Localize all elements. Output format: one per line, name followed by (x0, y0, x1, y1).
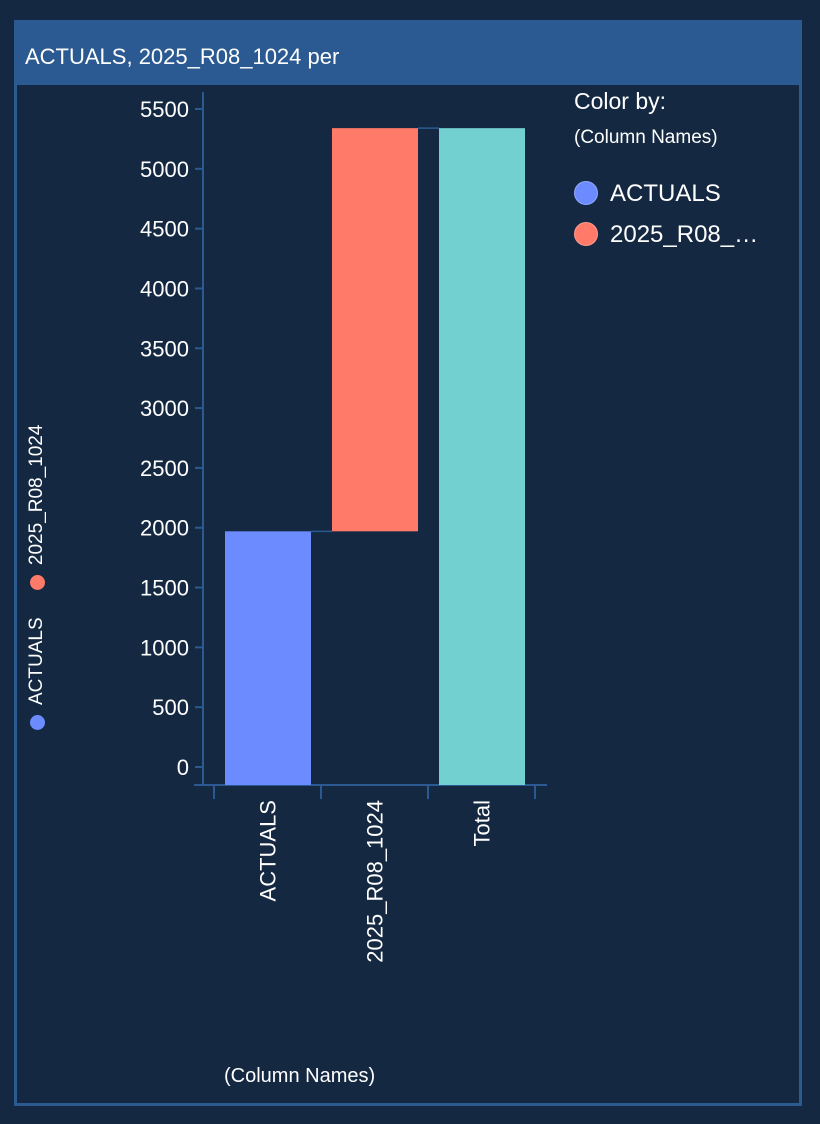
y-tick-label-3500: 3500 (140, 336, 189, 361)
side-legend-dot-2025-r08-icon (29, 575, 45, 591)
legend-label-2025-r08: 2025_R08_… (610, 221, 759, 248)
y-tick-label-2500: 2500 (140, 456, 189, 481)
side-legend-label-2025-r08: 2025_R08_1024 (26, 424, 47, 566)
side-legend-dot-actuals-icon (29, 715, 45, 730)
y-tick-label-1500: 1500 (140, 576, 189, 601)
x-axis-title: (Column Names) (224, 1065, 376, 1087)
legend-label-actuals: ACTUALS (610, 180, 721, 207)
y-tick-label-3000: 3000 (140, 396, 189, 421)
legend-dot-2025-r08-icon (574, 222, 598, 246)
side-legend-item-2025-r08[interactable]: 2025_R08_1024 (26, 425, 48, 591)
y-tick-label-1000: 1000 (140, 635, 189, 660)
panel-title: ACTUALS, 2025_R08_1024 per (25, 44, 340, 69)
x-tick-label-2: Total (470, 800, 495, 846)
legend-dot-actuals-icon (574, 181, 598, 205)
y-tick-label-5000: 5000 (140, 157, 189, 182)
legend-title: Color by: (574, 88, 667, 114)
bar-total[interactable] (439, 128, 525, 785)
bar-2025-r08-1024[interactable] (332, 128, 418, 532)
x-tick-label-1: 2025_R08_1024 (363, 800, 388, 963)
y-tick-label-0: 0 (177, 755, 189, 780)
y-tick-label-5500: 5500 (140, 97, 189, 122)
y-tick-label-4000: 4000 (140, 276, 189, 301)
y-tick-label-500: 500 (152, 695, 189, 720)
x-tick-label-0: ACTUALS (256, 800, 281, 901)
side-legend-item-actuals[interactable]: ACTUALS (26, 617, 48, 730)
panel-header[interactable]: ACTUALS, 2025_R08_1024 per (17, 23, 799, 85)
bar-actuals[interactable] (225, 531, 311, 785)
legend-subtitle: (Column Names) (574, 127, 718, 148)
side-legend-label-actuals: ACTUALS (26, 617, 47, 705)
chart-panel: ACTUALS, 2025_R08_1024 per (14, 20, 802, 1106)
side-color-legend: ACTUALS 2025_R08_1024 (26, 403, 50, 730)
y-tick-label-4500: 4500 (140, 217, 189, 242)
y-tick-label-2000: 2000 (140, 516, 189, 541)
